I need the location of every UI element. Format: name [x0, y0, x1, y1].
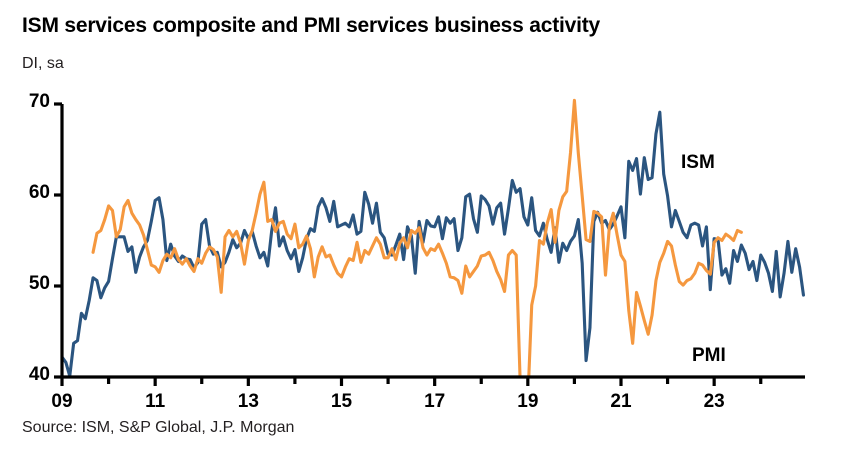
chart-subtitle: DI, sa	[22, 55, 64, 72]
page-title: ISM services composite and PMI services …	[22, 14, 601, 37]
x-tick-label-11: 11	[145, 391, 166, 412]
y-tick-label-40: 40	[28, 364, 50, 385]
y-tick-label-70: 70	[28, 91, 50, 112]
x-tick-label-13: 13	[237, 391, 259, 412]
x-tick-label-21: 21	[610, 391, 632, 412]
series-label-ism: ISM	[681, 152, 715, 173]
y-tick-label-60: 60	[28, 182, 50, 203]
x-tick-label-15: 15	[330, 391, 353, 412]
x-tick-label-19: 19	[517, 391, 539, 412]
source-note: Source: ISM, S&P Global, J.P. Morgan	[22, 419, 295, 436]
y-tick-label-50: 50	[28, 273, 50, 294]
x-tick-label-17: 17	[424, 391, 446, 412]
x-tick-label-09: 09	[51, 391, 73, 412]
series-label-pmi: PMI	[692, 345, 726, 366]
x-tick-label-23: 23	[703, 391, 725, 412]
